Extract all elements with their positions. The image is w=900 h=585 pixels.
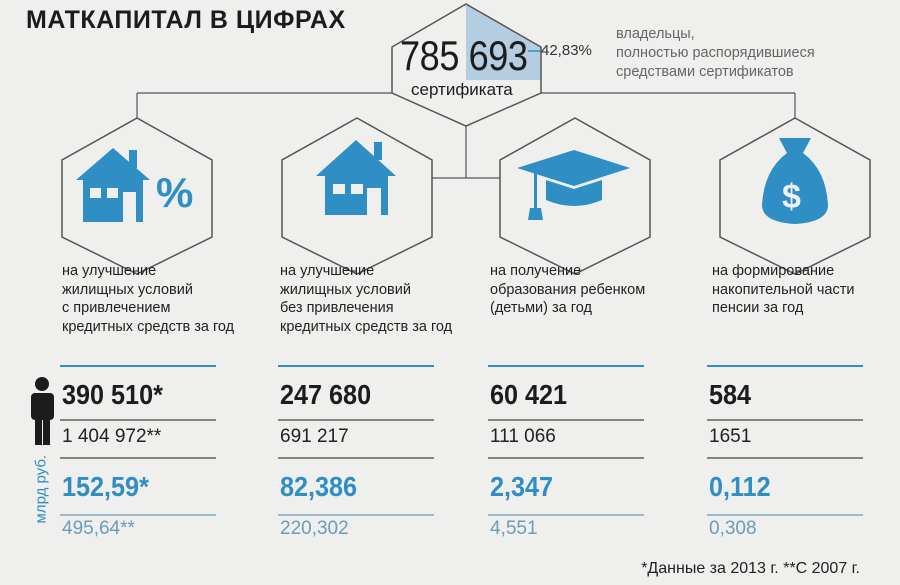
category-4-people-total: 1651	[709, 426, 752, 447]
svg-text:$: $	[782, 178, 801, 216]
category-3-people-year: 60 421	[490, 379, 568, 410]
category-2-money-total: 220,302	[280, 518, 349, 539]
description-line: на формирование	[712, 263, 835, 279]
category-2-money-year: 82,386	[280, 471, 358, 502]
category-2-people-total: 691 217	[280, 426, 349, 447]
description-line: образования ребенком	[490, 281, 646, 298]
category-2-people-year: 247 680	[280, 379, 372, 410]
description-line: без привлечения	[280, 300, 394, 316]
category-1-description: на улучшение жилищных условий с привлече…	[62, 262, 267, 336]
category-4-money-year: 0,112	[709, 471, 771, 502]
svg-text:%: %	[156, 169, 193, 216]
category-1-money-total: 495,64**	[62, 518, 135, 539]
description-line: пенсии за год	[712, 300, 804, 316]
page-title: МАТКАПИТАЛ В ЦИФРАХ	[26, 6, 346, 34]
description-line: (детьми) за год	[490, 300, 592, 316]
house-percent-icon: %	[76, 148, 193, 222]
category-3-description: на получение образования ребенком (детьм…	[490, 262, 695, 318]
footnote: *Данные за 2013 г. **С 2007 г.	[641, 560, 860, 577]
owners-note: владельцы, полностью распорядившиеся сре…	[616, 25, 846, 82]
owners-note-line: владельцы,	[616, 26, 695, 42]
person-icon	[31, 377, 54, 445]
description-line: на получение	[490, 263, 582, 279]
graduation-cap-icon	[517, 150, 630, 220]
category-4-description: на формирование накопительной части пенс…	[712, 262, 900, 318]
description-line: накопительной части	[712, 281, 855, 298]
category-3-money-year: 2,347	[490, 471, 554, 502]
category-2-description: на улучшение жилищных условий без привле…	[280, 262, 485, 336]
money-axis-label: млрд руб.	[32, 454, 50, 524]
connector-lines	[136, 92, 796, 179]
total-certificates-count: 785 693	[400, 32, 528, 79]
total-certificates-unit: сертификата	[411, 80, 513, 99]
description-line: кредитных средств за год	[62, 318, 235, 335]
category-4-people-year: 584	[709, 379, 752, 410]
money-bag-icon: $	[762, 138, 828, 224]
category-3-money-total: 4,551	[490, 518, 538, 539]
owners-note-line: полностью распорядившиеся	[616, 45, 815, 61]
description-line: жилищных условий	[280, 281, 411, 298]
description-line: на улучшение	[280, 263, 375, 279]
description-line: на улучшение	[62, 263, 157, 279]
owners-note-line: средствами сертификатов	[616, 64, 794, 80]
owners-percent: 42,83%	[541, 42, 592, 59]
category-1-money-year: 152,59*	[62, 471, 149, 502]
house-icon	[316, 140, 396, 215]
category-1-people-total: 1 404 972**	[62, 426, 162, 447]
central-hexagon	[391, 3, 542, 127]
category-1-people-year: 390 510*	[62, 379, 163, 410]
description-line: с привлечением	[62, 300, 171, 316]
description-line: кредитных средств за год	[280, 318, 453, 335]
category-4-money-total: 0,308	[709, 518, 757, 539]
category-3-people-total: 111 066	[490, 426, 556, 447]
description-line: жилищных условий	[62, 281, 193, 298]
